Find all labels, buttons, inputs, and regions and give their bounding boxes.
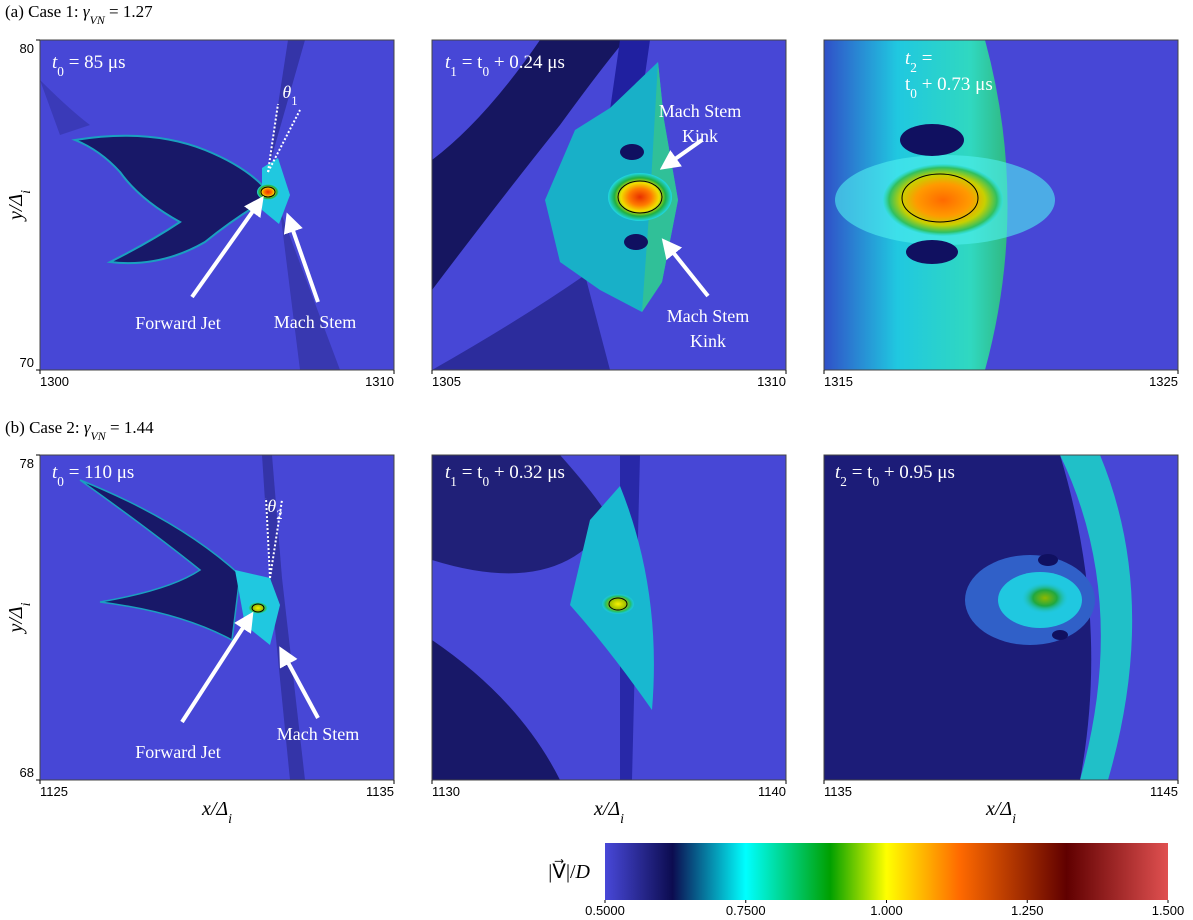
annotation: Kink [682, 126, 718, 146]
y-tick-label: 68 [20, 765, 34, 780]
text-part: |V⃗|/ [548, 858, 576, 883]
annotation: Mach Stem [667, 306, 750, 326]
x-tick-label: 1305 [432, 374, 461, 389]
x-axis-label: x/Δi [201, 798, 232, 827]
annotation: Forward Jet [135, 742, 220, 762]
text-part: Mach Stem [274, 312, 357, 332]
text-part: 1 [450, 64, 457, 79]
text-part: 1 [450, 474, 457, 489]
y-tick-label: 78 [20, 456, 34, 471]
text-part: = 1.44 [106, 418, 154, 437]
row-title: (b) Case 2: γVN = 1.44 [5, 418, 154, 443]
text-part: i [19, 190, 34, 194]
x-axis-label: x/Δi [593, 798, 624, 827]
text-part: Forward Jet [135, 742, 220, 762]
text-part: θ [282, 82, 291, 102]
y-tick-label: 70 [20, 355, 34, 370]
text-part: (a) Case 1: [5, 2, 83, 21]
text-part: Mach Stem [277, 724, 360, 744]
x-axis-label: x/Δi [985, 798, 1016, 827]
text-part: + 0.24 μs [489, 52, 565, 73]
colorbar-label: |V⃗|/D [548, 858, 590, 883]
x-tick-label: 1135 [824, 784, 852, 799]
text-part: x/Δ [985, 798, 1012, 820]
x-tick-label: 1310 [365, 374, 394, 389]
text-part: x/Δ [593, 798, 620, 820]
x-tick-label: 1125 [40, 784, 68, 799]
x-tick-label: 1145 [1150, 784, 1178, 799]
text-part: y/Δ [5, 194, 27, 222]
text-part: i [19, 602, 34, 606]
text-part: x/Δ [201, 798, 228, 820]
text-part: 2 [910, 60, 917, 75]
text-part: VN [91, 429, 107, 443]
text-part: + 0.95 μs [879, 462, 955, 483]
annotation: Mach Stem [659, 101, 742, 121]
text-part: = 110 μs [64, 462, 134, 483]
text-part: D [575, 861, 591, 883]
text-part: = [917, 48, 932, 69]
text-part: (b) Case 2: [5, 418, 84, 437]
text-part: 2 [840, 474, 847, 489]
colorbar-tick-label: 1.000 [870, 903, 903, 918]
colorbar-tick-label: 0.7500 [726, 903, 766, 918]
text-part: = t [457, 52, 483, 73]
x-tick-label: 1140 [758, 784, 786, 799]
x-tick-label: 1130 [432, 784, 460, 799]
text-part: VN [90, 13, 106, 27]
annotation: Forward Jet [135, 313, 220, 333]
text-part: = t [457, 462, 483, 483]
text-part: Forward Jet [135, 313, 220, 333]
x-tick-label: 1325 [1149, 374, 1178, 389]
annotation: Kink [690, 331, 726, 351]
text-part: = t [847, 462, 873, 483]
text-part: Kink [682, 126, 718, 146]
colorbar-tick-label: 1.500 [1152, 903, 1185, 918]
field-panel [432, 455, 786, 780]
text-part: y/Δ [5, 606, 27, 634]
text-part: i [620, 812, 624, 827]
text-part: Kink [690, 331, 726, 351]
text-part: + 0.32 μs [489, 462, 565, 483]
y-axis-label: y/Δi [5, 602, 34, 634]
annotation: Mach Stem [277, 724, 360, 744]
field-panel [824, 455, 1178, 780]
figure: (a) Case 1: γVN = 1.27y/Δi130013107080t0… [0, 0, 1193, 920]
field-panel [824, 40, 1178, 370]
text-part: 1 [291, 94, 297, 108]
y-axis-label: y/Δi [5, 190, 34, 222]
y-tick-label: 80 [20, 41, 34, 56]
x-tick-label: 1315 [824, 374, 853, 389]
text-part: θ [267, 496, 276, 516]
text-part: Mach Stem [667, 306, 750, 326]
x-tick-label: 1135 [366, 784, 394, 799]
text-part: = 1.27 [105, 2, 153, 21]
colorbar-tick-label: 0.5000 [585, 903, 625, 918]
text-part: 2 [276, 508, 282, 522]
x-tick-label: 1310 [757, 374, 786, 389]
text-part: = 85 μs [64, 52, 126, 73]
colorbar [605, 843, 1168, 900]
text-part: i [1012, 812, 1016, 827]
annotation: Mach Stem [274, 312, 357, 332]
row-title: (a) Case 1: γVN = 1.27 [5, 2, 153, 27]
colorbar-tick-label: 1.250 [1011, 903, 1044, 918]
text-part: + 0.73 μs [917, 74, 993, 95]
x-tick-label: 1300 [40, 374, 69, 389]
text-part: Mach Stem [659, 101, 742, 121]
text-part: i [228, 812, 232, 827]
